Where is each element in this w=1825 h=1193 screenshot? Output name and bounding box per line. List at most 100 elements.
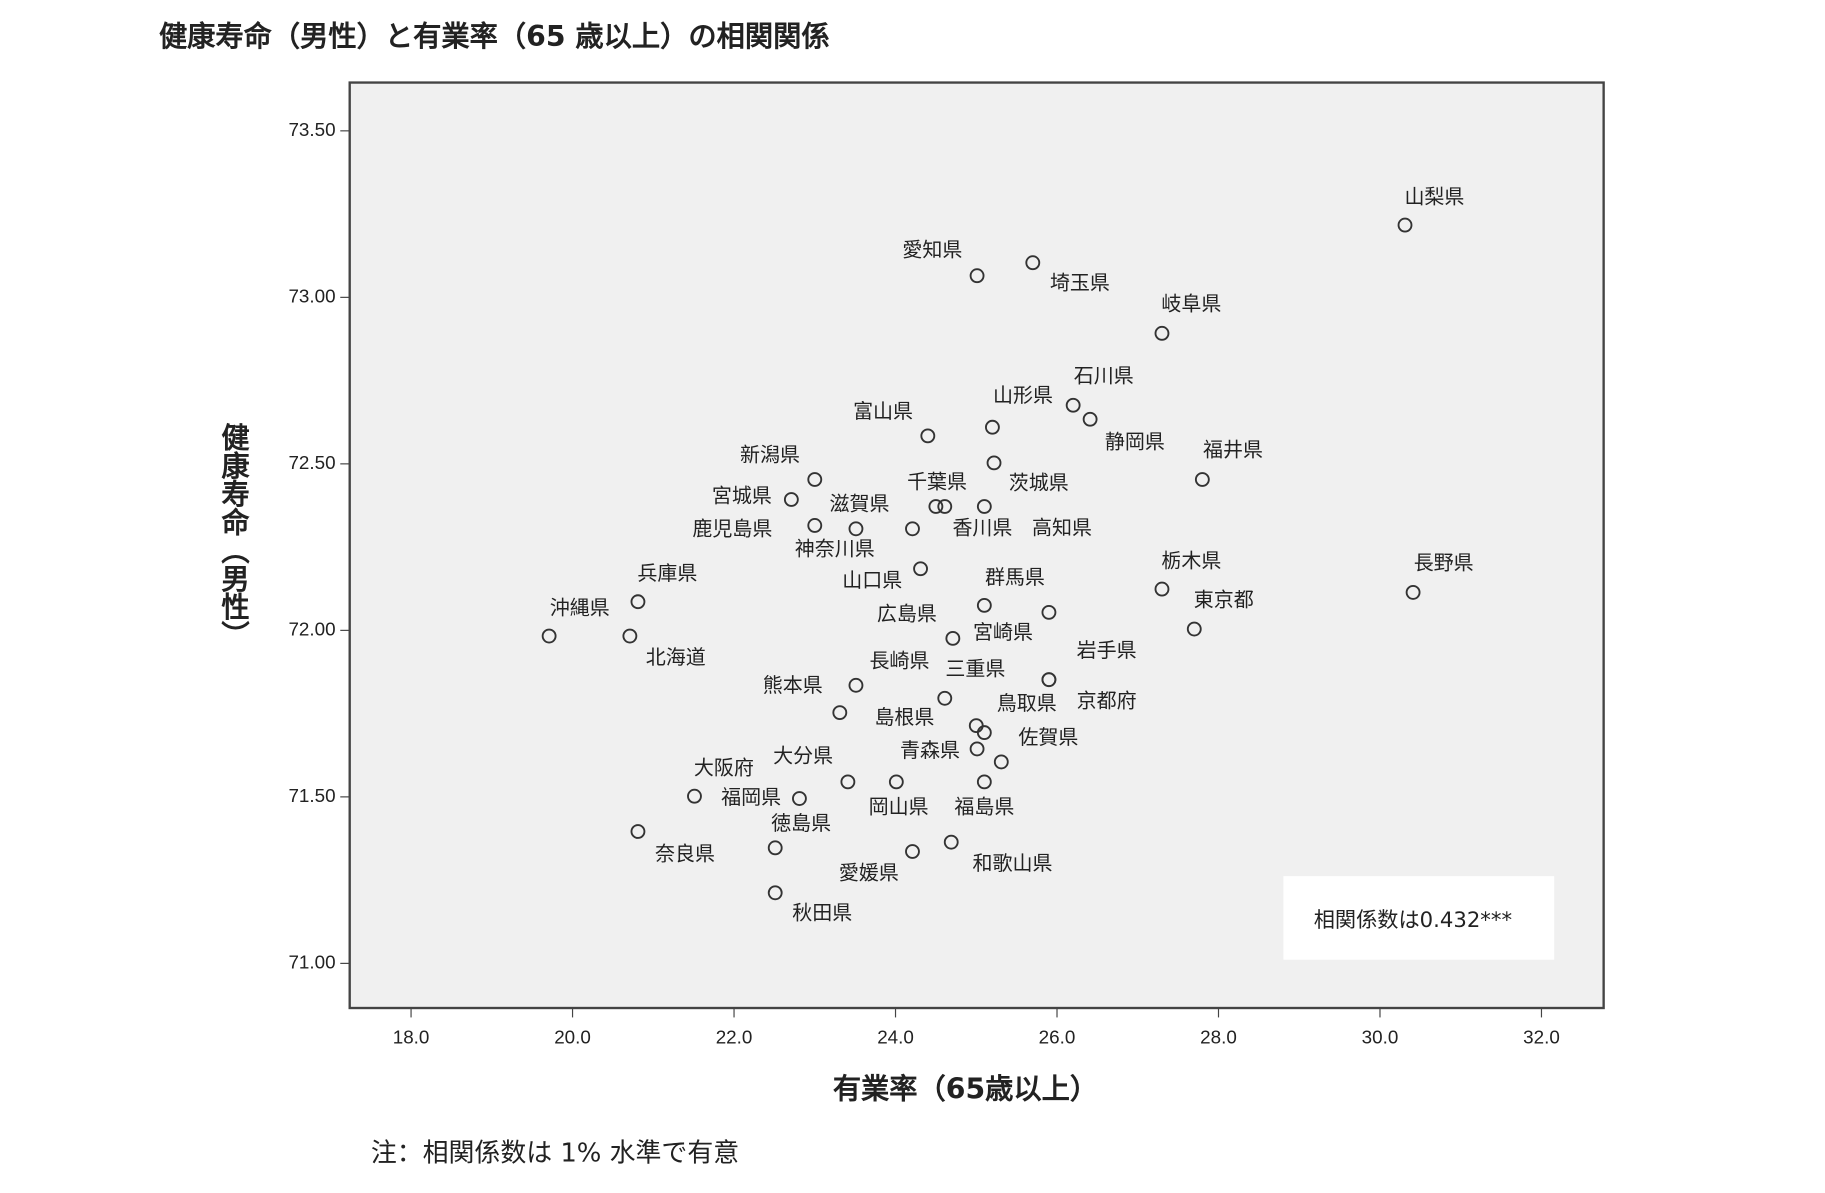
point	[920, 428, 936, 444]
point-label: 茨城県	[1009, 471, 1069, 495]
point-label: 宮崎県	[973, 620, 1033, 644]
point-label: 岐阜県	[1161, 292, 1221, 316]
point	[687, 788, 702, 804]
point	[905, 844, 920, 859]
x-tick-label: 26.0	[1039, 1027, 1076, 1048]
point-label: 福岡県	[721, 785, 781, 809]
point	[541, 628, 557, 644]
point	[976, 499, 992, 514]
point-label: 長野県	[1414, 551, 1474, 575]
point-label: 兵庫県	[637, 561, 697, 585]
point-label: 千葉県	[907, 469, 967, 493]
point	[848, 521, 864, 537]
point	[792, 791, 807, 806]
point-label: 高知県	[1032, 515, 1092, 539]
point-label: 和歌山県	[972, 851, 1052, 875]
point-label: 島根県	[874, 705, 934, 729]
point	[807, 518, 823, 533]
point-label: 岡山県	[869, 794, 929, 818]
point-label: 愛知県	[902, 237, 962, 261]
point	[622, 628, 638, 644]
y-tick-label: 71.00	[288, 951, 335, 972]
annotation: 相関係数は0.432***	[1314, 907, 1512, 932]
point	[630, 824, 646, 839]
point-label: 鹿児島県	[692, 517, 772, 541]
point-label: 新潟県	[740, 442, 800, 466]
y-tick-label: 73.00	[288, 285, 335, 306]
point-label: 埼玉県	[1050, 270, 1110, 294]
point-label: 東京都	[1194, 587, 1254, 611]
point-label: 石川県	[1074, 363, 1134, 387]
x-tick-label: 28.0	[1200, 1027, 1237, 1048]
point-label: 神奈川県	[795, 536, 875, 560]
point-label: 山梨県	[1404, 185, 1464, 209]
point	[976, 597, 992, 613]
y-tick-label: 71.50	[288, 785, 335, 806]
point	[807, 472, 823, 487]
x-tick-label: 30.0	[1362, 1027, 1399, 1048]
point	[984, 419, 1000, 435]
point-label: 滋賀県	[829, 492, 889, 516]
point	[937, 690, 953, 706]
point	[945, 630, 961, 646]
point	[993, 754, 1009, 770]
y-axis-label: 健康寿命（男性）	[217, 423, 250, 649]
point-label: 香川県	[952, 515, 1012, 539]
point-label: 山形県	[993, 383, 1053, 407]
point	[976, 725, 992, 741]
point-label: 秋田県	[792, 900, 852, 924]
point-label: 鳥取県	[997, 691, 1057, 715]
y-tick-label: 73.50	[288, 119, 335, 140]
x-tick-label: 24.0	[877, 1027, 914, 1048]
point	[937, 499, 953, 514]
y-tick-label: 72.00	[288, 618, 335, 639]
point	[928, 499, 944, 514]
point	[986, 455, 1002, 471]
point-label: 沖縄県	[550, 595, 610, 619]
point-label: 愛媛県	[839, 860, 899, 884]
point-label: 奈良県	[655, 842, 715, 866]
point	[888, 774, 904, 790]
point-label: 広島県	[877, 601, 937, 625]
point	[969, 741, 985, 757]
point	[767, 840, 783, 856]
chart-title: 健康寿命（男性）と有業率（65 歳以上）の相関関係	[159, 20, 830, 53]
point	[969, 268, 985, 284]
point-label: 福井県	[1203, 438, 1263, 462]
point-label: 岩手県	[1077, 638, 1137, 662]
point	[1025, 255, 1041, 271]
point-label: 福島県	[954, 794, 1014, 818]
point	[1041, 672, 1057, 688]
point	[1065, 397, 1081, 413]
point	[1154, 581, 1170, 597]
point-label: 京都府	[1077, 689, 1137, 713]
x-tick-label: 22.0	[716, 1027, 753, 1048]
point-label: 佐賀県	[1018, 725, 1078, 749]
point	[1194, 472, 1210, 487]
y-tick-label: 72.50	[288, 452, 335, 473]
point	[943, 834, 959, 850]
point	[1405, 584, 1421, 600]
point	[1041, 604, 1057, 620]
point-label: 長崎県	[870, 648, 930, 672]
x-axis-label: 有業率（65歳以上）	[833, 1072, 1098, 1105]
point-label: 山口県	[842, 568, 902, 592]
point-label: 三重県	[945, 657, 1005, 681]
point	[905, 521, 920, 537]
x-tick-label: 32.0	[1523, 1027, 1560, 1048]
point-label: 栃木県	[1161, 548, 1221, 572]
plot-area	[348, 81, 1605, 1010]
point	[1082, 411, 1098, 427]
point	[630, 594, 646, 610]
point	[783, 492, 799, 507]
point-label: 大阪府	[694, 756, 754, 780]
point-label: 大分県	[773, 744, 833, 768]
point-label: 群馬県	[985, 565, 1045, 589]
x-tick-label: 18.0	[393, 1027, 430, 1048]
point-label: 熊本県	[763, 673, 823, 697]
point	[832, 705, 848, 721]
point	[1186, 621, 1202, 637]
point	[848, 677, 864, 693]
